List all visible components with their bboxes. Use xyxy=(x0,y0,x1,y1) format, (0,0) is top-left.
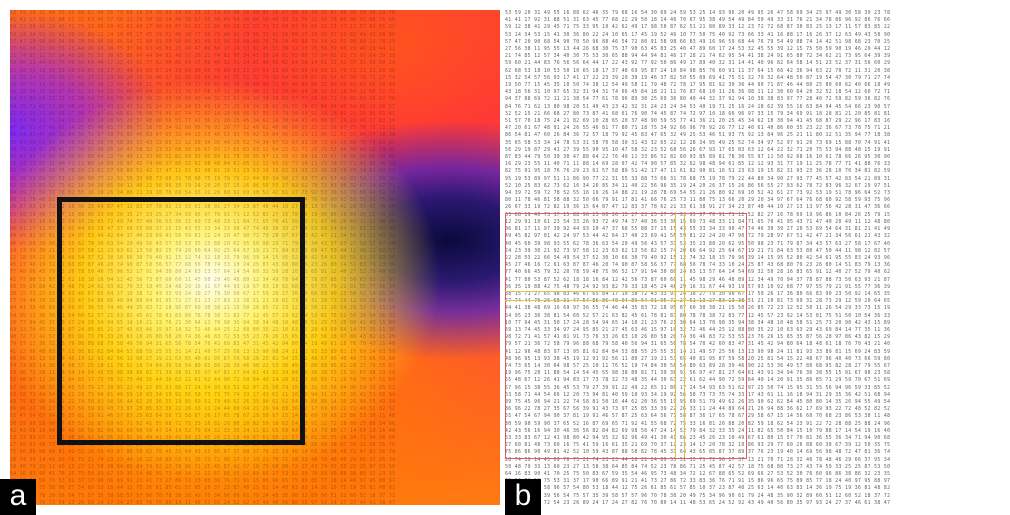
panel-a-label: a xyxy=(0,479,36,515)
heatmap-gradient xyxy=(10,10,500,505)
highlight-column-band xyxy=(675,213,685,457)
highlight-row-band xyxy=(505,291,745,301)
panel-b-label: b xyxy=(505,479,541,515)
panel-a-heatmap: 53 59 20 31 49 55 16 88 62 46 35 79 68 1… xyxy=(10,10,500,505)
roi-box-black xyxy=(57,197,305,445)
roi-box-red xyxy=(505,213,747,459)
panel-b-numeric-grid: 53 59 20 31 49 55 16 88 62 46 35 79 68 1… xyxy=(505,10,995,505)
